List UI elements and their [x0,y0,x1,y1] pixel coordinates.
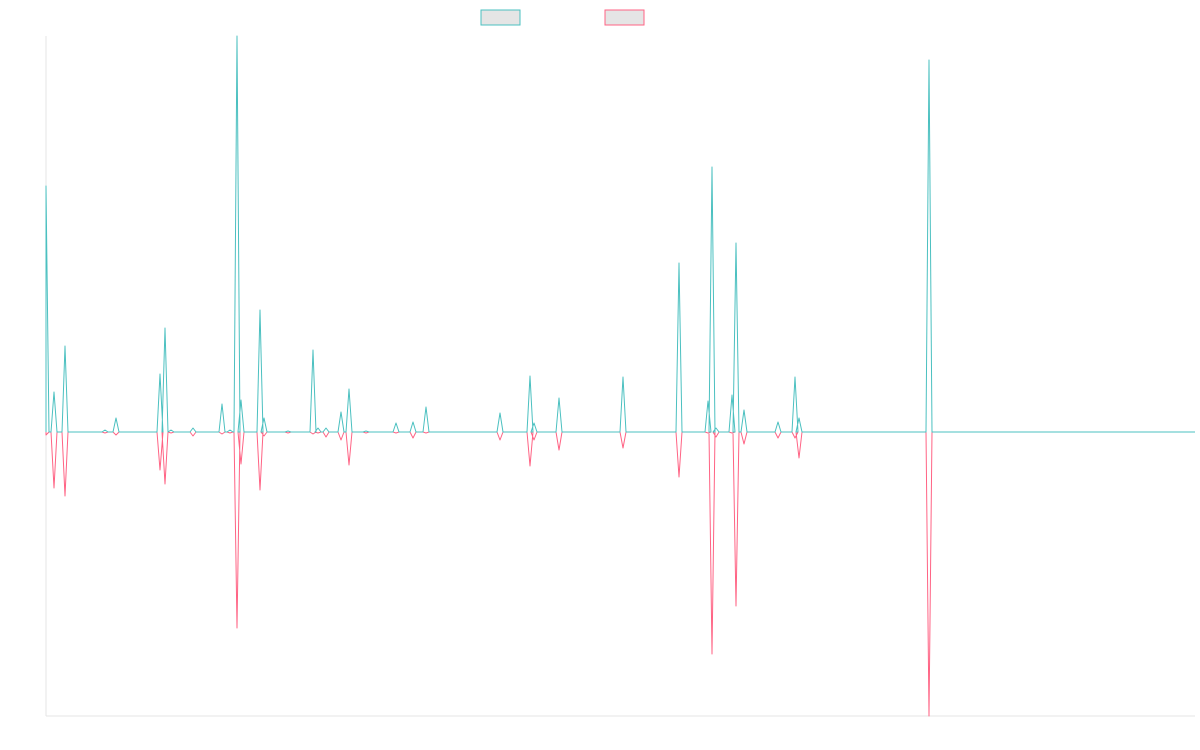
series-line-1 [45,431,1195,717]
legend [480,9,645,26]
series-line-0 [45,35,1195,433]
legend-item-0[interactable] [480,9,521,26]
plot-area [45,35,1195,717]
legend-item-1[interactable] [604,9,645,26]
